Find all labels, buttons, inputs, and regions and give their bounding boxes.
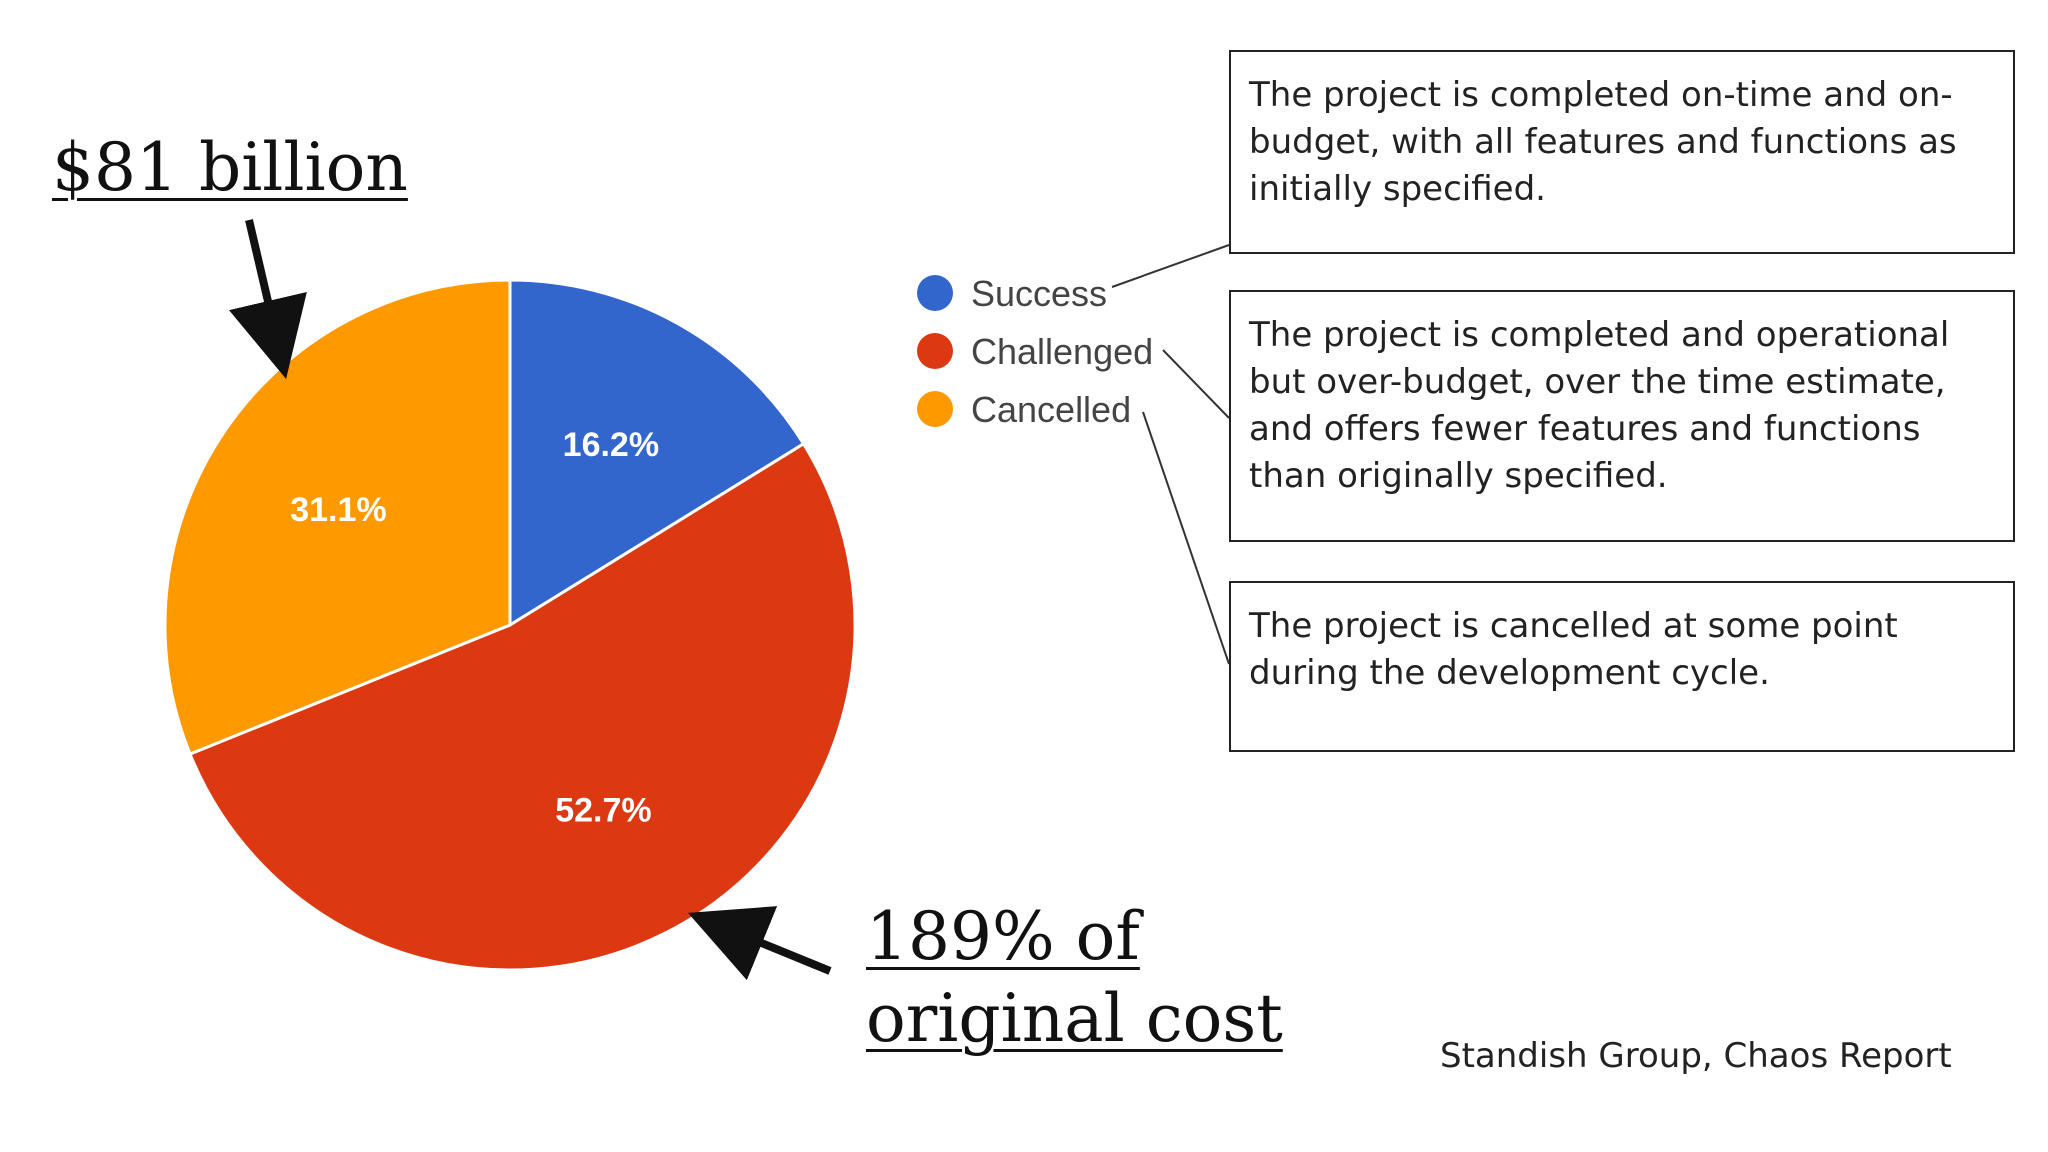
- pie-slice-challenged: [188, 441, 857, 972]
- legend-swatch-challenged: [917, 333, 953, 369]
- annotation-challenged-line2: original cost: [866, 980, 1283, 1057]
- annotation-challenged-line1: 189% of: [866, 898, 1140, 975]
- definition-box-cancelled: The project is cancelled at some point d…: [1229, 581, 2015, 752]
- pie-slice-cancelled: [163, 278, 512, 756]
- pie-chart: 16.2% 52.7% 31.1%: [163, 278, 857, 972]
- slice-label-success: 16.2%: [563, 426, 659, 464]
- definition-box-success: The project is completed on-time and on-…: [1229, 50, 2015, 254]
- connector-challenged: [1162, 349, 1230, 419]
- connector-cancelled: [1142, 411, 1230, 665]
- slice-label-challenged: 52.7%: [555, 792, 651, 830]
- pie-slice-success: [508, 278, 806, 628]
- definition-box-challenged: The project is completed and operational…: [1229, 290, 2015, 542]
- legend: Success Challenged Cancelled: [917, 273, 1153, 430]
- definition-connectors: [1111, 244, 1230, 665]
- source-citation: Standish Group, Chaos Report: [1440, 1036, 1952, 1076]
- arrow-to-challenged: [687, 906, 832, 981]
- legend-label-success: Success: [971, 273, 1107, 314]
- legend-label-challenged: Challenged: [971, 331, 1153, 372]
- arrow-to-cancelled: [228, 219, 307, 379]
- connector-success: [1111, 244, 1230, 288]
- legend-swatch-cancelled: [917, 391, 953, 427]
- annotation-cancelled-cost: $81 billion: [52, 129, 408, 206]
- annotation-arrows: [228, 219, 832, 981]
- legend-swatch-success: [917, 275, 953, 311]
- annotation-challenged-cost: 189% of original cost: [866, 896, 1283, 1060]
- slice-label-cancelled: 31.1%: [290, 491, 386, 529]
- legend-label-cancelled: Cancelled: [971, 389, 1131, 430]
